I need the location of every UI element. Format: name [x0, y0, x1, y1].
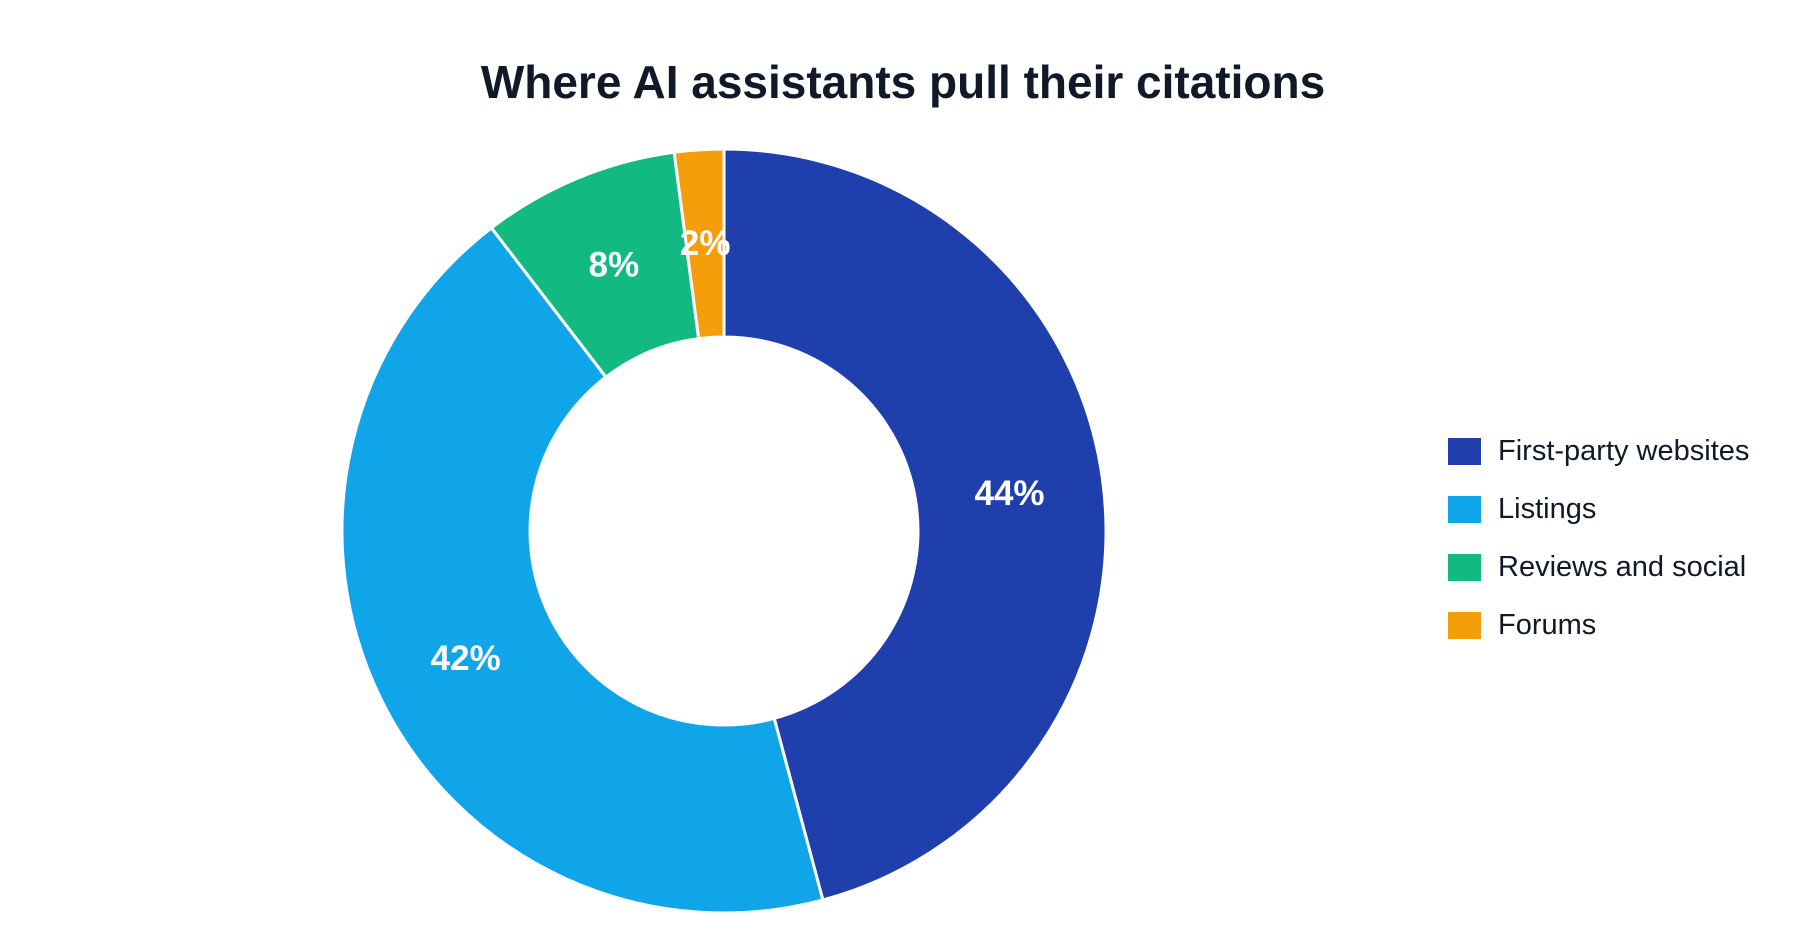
slices-group — [340, 147, 1108, 915]
legend-swatch — [1448, 553, 1481, 581]
legend-item-first-party-websites[interactable]: First-party websites — [1448, 422, 1749, 480]
chart-title: Where AI assistants pull their citations — [480, 56, 1326, 108]
slice-label-first-party-websites: 44% — [975, 474, 1045, 513]
slice-label-forums: 2% — [680, 224, 731, 263]
legend-swatch — [1448, 495, 1481, 523]
legend-label: Reviews and social — [1498, 550, 1747, 583]
slice-labels-group: 44% 42% 8% 2% — [431, 224, 1045, 678]
legend-item-listings[interactable]: Listings — [1448, 480, 1749, 538]
slice-listings[interactable] — [340, 225, 825, 915]
legend-label: First-party websites — [1498, 434, 1750, 467]
slice-forums[interactable] — [672, 147, 726, 341]
legend-label: Forums — [1498, 608, 1597, 641]
legend-label: Listings — [1498, 492, 1597, 525]
legend-swatch — [1448, 611, 1481, 639]
legend: First-party websites Listings Reviews an… — [1448, 422, 1749, 654]
legend-item-forums[interactable]: Forums — [1448, 596, 1749, 654]
legend-item-reviews-and-social[interactable]: Reviews and social — [1448, 538, 1749, 596]
slice-first-party-websites[interactable] — [722, 147, 1108, 902]
slice-label-reviews-and-social: 8% — [588, 245, 639, 284]
legend-swatch — [1448, 437, 1481, 465]
slice-label-listings: 42% — [431, 639, 501, 678]
